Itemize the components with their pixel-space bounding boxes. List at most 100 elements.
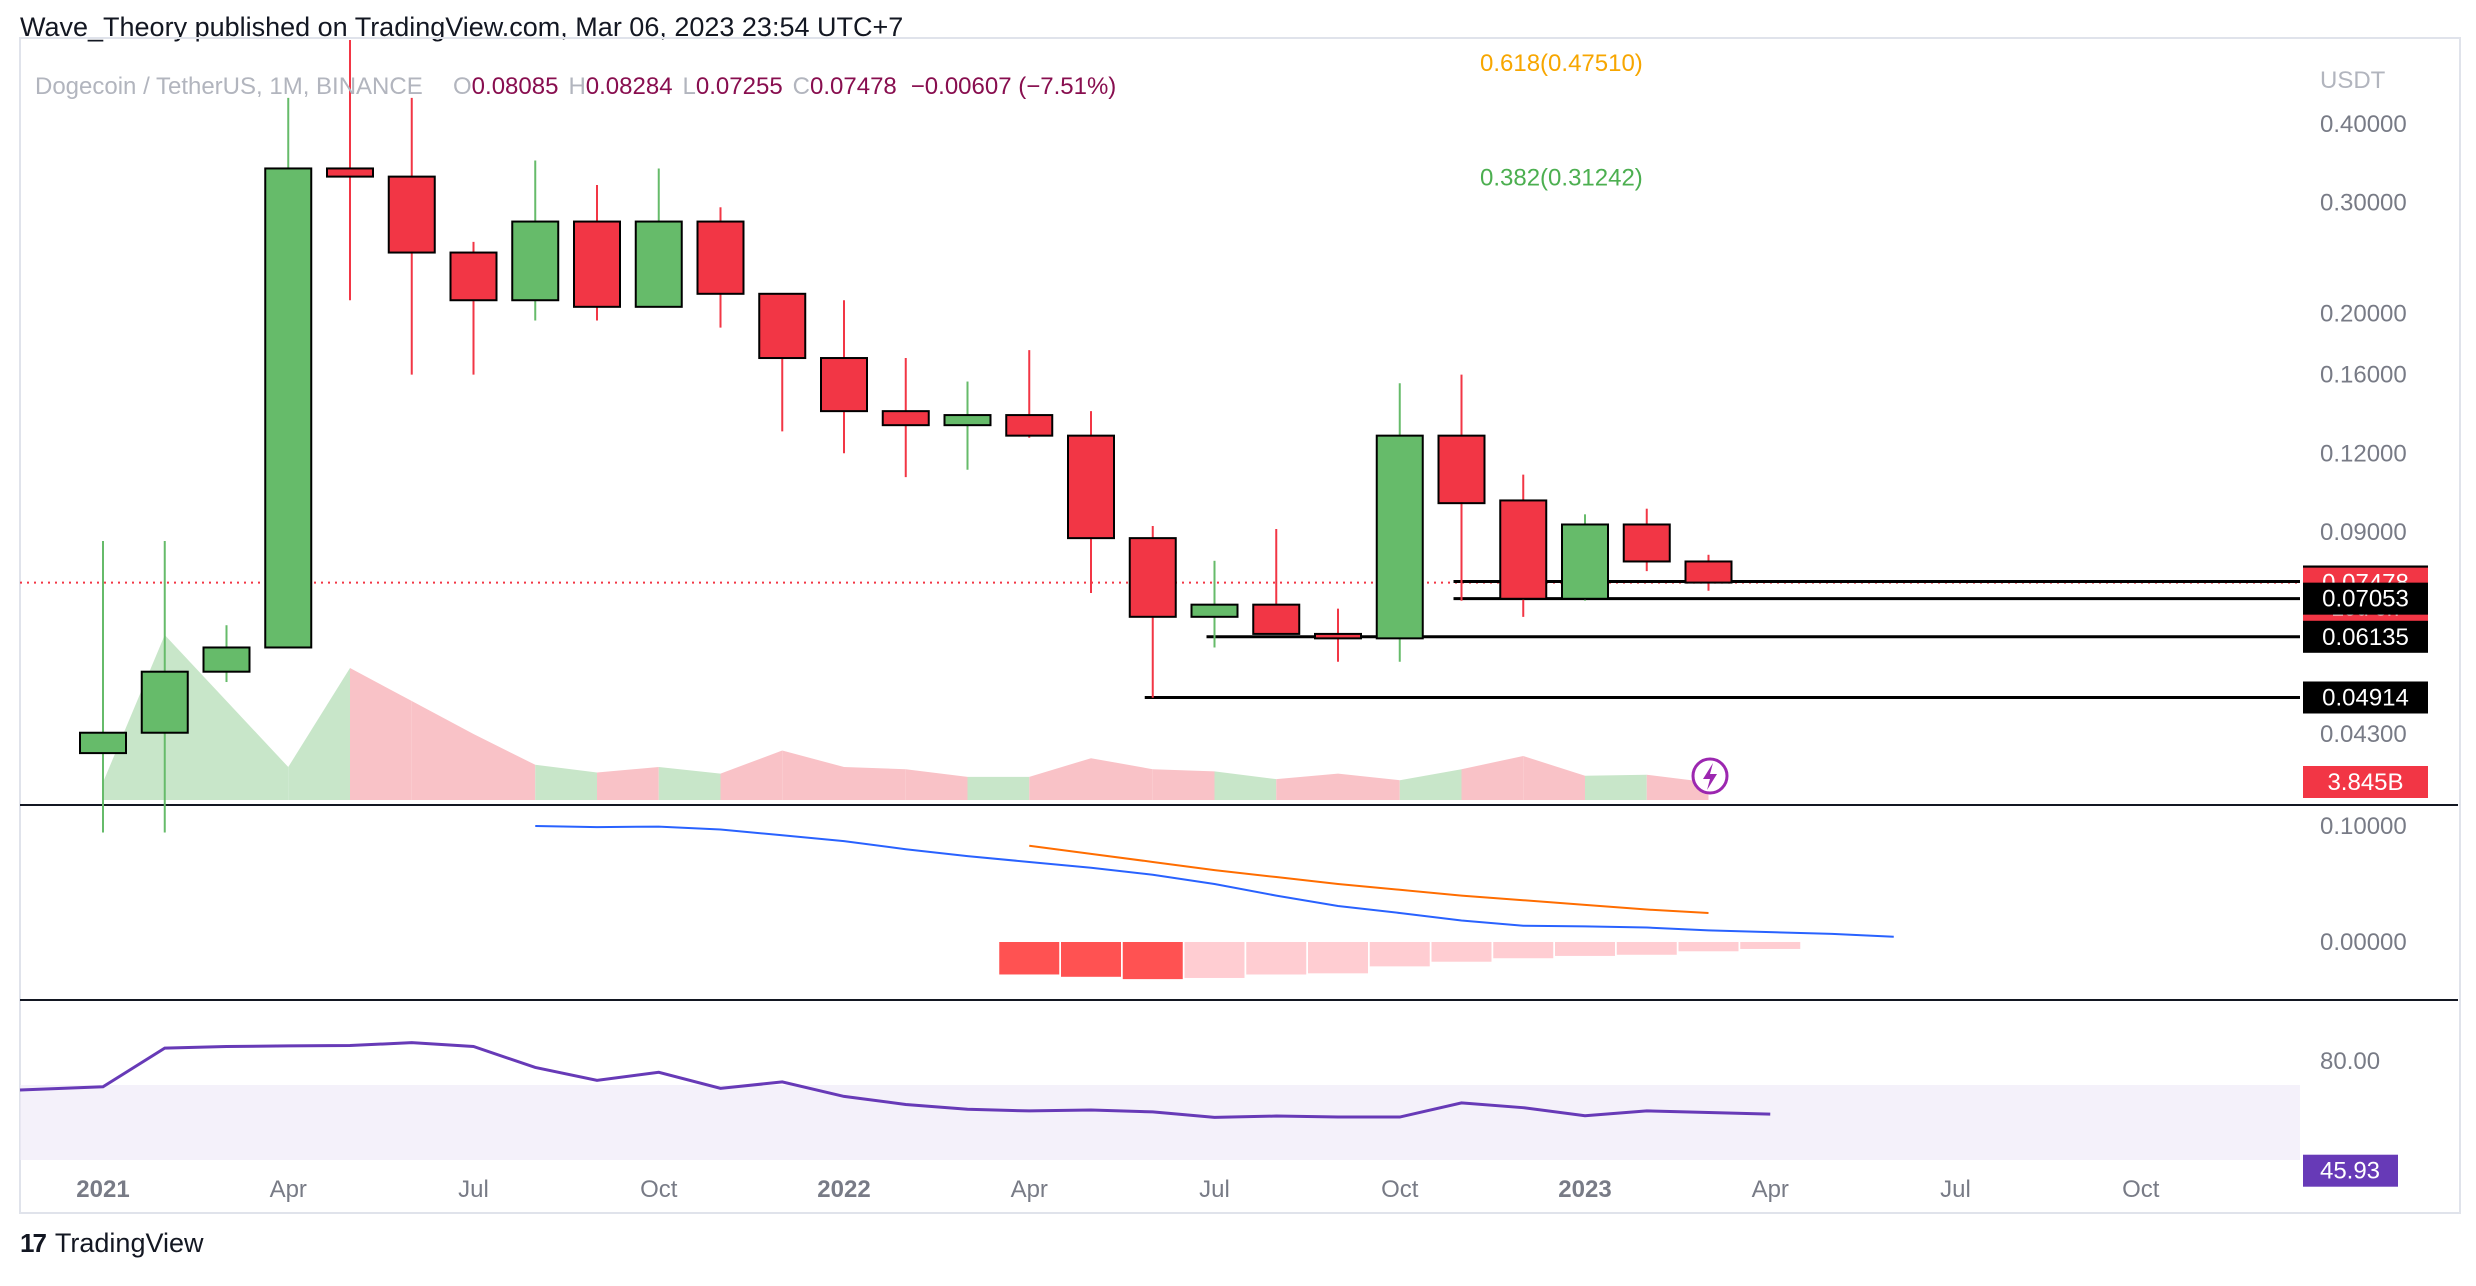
fib-level-label: 0.382(0.31242): [1480, 165, 1643, 192]
candle-body: [140, 670, 189, 734]
macd-histogram-bar: [1184, 942, 1245, 978]
price-tick-label: 0.30000: [2320, 190, 2407, 217]
candle: [1252, 528, 1301, 635]
candle: [1375, 383, 1424, 662]
time-tick-label: 2023: [1558, 1176, 1611, 1203]
candle: [1128, 525, 1177, 698]
macd-layer: [535, 825, 1894, 980]
candle-body: [326, 167, 374, 178]
volume-area-segment: [720, 750, 783, 800]
price-tick-label: 0.04300: [2320, 721, 2407, 748]
candle: [387, 97, 436, 375]
macd-tick-label: 0.00000: [2320, 929, 2407, 956]
macd-histogram-bar: [1308, 942, 1368, 974]
price-tick-label: 0.40000: [2320, 111, 2407, 138]
time-tick-label: Apr: [1011, 1176, 1048, 1203]
axes-layer: 0.40000 0.30000 0.20000 0.16000 0.12000 0.090…: [76, 111, 2406, 1203]
time-tick-label: Apr: [270, 1176, 307, 1203]
candle-body: [696, 220, 745, 295]
volume-area-segment: [905, 769, 968, 800]
horizontal-levels-layer: 0.618(0.47510) 0.382(0.31242): [20, 50, 2300, 699]
candle-body: [881, 410, 930, 427]
candle-body: [1314, 632, 1362, 640]
price-tick-label: 0.20000: [2320, 301, 2407, 328]
ohlc-legend: O0.08085 H0.08284 L0.07255 C0.07478 −0.00607…: [453, 73, 1116, 100]
time-tick-label: Jul: [458, 1176, 489, 1203]
rsi-badge-label: 45.93: [2320, 1158, 2380, 1185]
price-badges-layer: 0.075100.0747825d 8h0.070530.061350.0491…: [2303, 565, 2428, 1187]
candle: [1314, 608, 1362, 662]
candle: [573, 185, 621, 321]
price-badge-label: 0.07053: [2322, 586, 2409, 613]
time-tick-label: Oct: [1381, 1176, 1419, 1203]
candle-body: [1005, 414, 1054, 437]
macd-histogram-bar: [1493, 942, 1554, 959]
volume-area-segment: [967, 776, 1030, 800]
volume-area-segment: [1585, 774, 1647, 800]
candle-body: [79, 731, 127, 755]
volume-area-segment: [288, 668, 350, 800]
time-tick-label: 2022: [817, 1176, 870, 1203]
volume-area-segment: [1091, 758, 1153, 800]
macd-histogram-bar: [1431, 942, 1492, 962]
candle-body: [511, 220, 560, 302]
candle: [696, 207, 745, 328]
candle: [1437, 374, 1486, 601]
signal-line: [1029, 844, 1709, 914]
candle-body: [943, 414, 992, 427]
volume-area-segment: [597, 767, 659, 800]
candle: [140, 540, 189, 833]
time-tick-label: Jul: [1199, 1176, 1230, 1203]
candle-body: [573, 220, 621, 308]
candle-body: [634, 220, 683, 308]
time-tick-label: Apr: [1752, 1176, 1789, 1203]
volume-area-segment: [1523, 756, 1585, 800]
candle-body: [202, 646, 251, 673]
price-badge: [2303, 620, 2428, 653]
price-badge-label: 0.06135: [2322, 624, 2409, 651]
brand-label: TradingView: [54, 1228, 204, 1258]
symbol-label: Dogecoin / TetherUS, 1M, BINANCE: [35, 73, 423, 100]
volume-area-segment: [535, 764, 597, 800]
rsi-tick-label: 80.00: [2320, 1048, 2380, 1075]
volume-area-segment: [473, 734, 536, 800]
candle: [449, 241, 498, 375]
macd-histogram-bar: [1369, 942, 1430, 967]
candle-body: [1622, 523, 1671, 563]
candle-body: [1499, 499, 1548, 600]
candle: [79, 540, 127, 833]
volume-area-segment: [1461, 756, 1524, 800]
volume-badge-label: 3.845B: [2327, 769, 2403, 796]
candle: [758, 292, 807, 432]
volume-edge: [20, 782, 103, 800]
price-tick-label: 0.16000: [2320, 362, 2407, 389]
chart-canvas[interactable]: 0.618(0.47510) 0.382(0.31242) 0.40000 0.30…: [0, 0, 2476, 1225]
candle: [634, 168, 683, 308]
candle: [1684, 554, 1733, 591]
price-tick-label: 0.12000: [2320, 440, 2407, 467]
candle-body: [1252, 603, 1301, 635]
macd-line: [535, 825, 1894, 938]
macd-histogram-bar: [999, 942, 1060, 975]
candle: [264, 97, 313, 649]
candles-layer: [79, 40, 1733, 833]
candle-body: [1128, 537, 1177, 618]
volume-area-segment: [1338, 773, 1400, 800]
candle: [1622, 508, 1671, 572]
candle-body: [758, 292, 807, 360]
candle: [881, 358, 930, 478]
volume-area-segment: [411, 701, 474, 800]
chart-frame: [19, 37, 2461, 1214]
footer: 17 TradingView: [20, 1228, 204, 1259]
volume-area-segment: [844, 767, 906, 800]
volume-area-segment: [1029, 758, 1091, 800]
candle-body: [1684, 560, 1733, 584]
macd-histogram-bar: [1555, 942, 1615, 956]
time-tick-label: Oct: [640, 1176, 678, 1203]
candle-body: [1561, 523, 1609, 600]
rsi-badge: [2303, 1154, 2398, 1187]
candle-body: [1437, 434, 1486, 505]
lightning-icon[interactable]: [1691, 757, 1729, 795]
volume-area-segment: [350, 668, 412, 800]
macd-histogram-bar: [1122, 942, 1183, 980]
